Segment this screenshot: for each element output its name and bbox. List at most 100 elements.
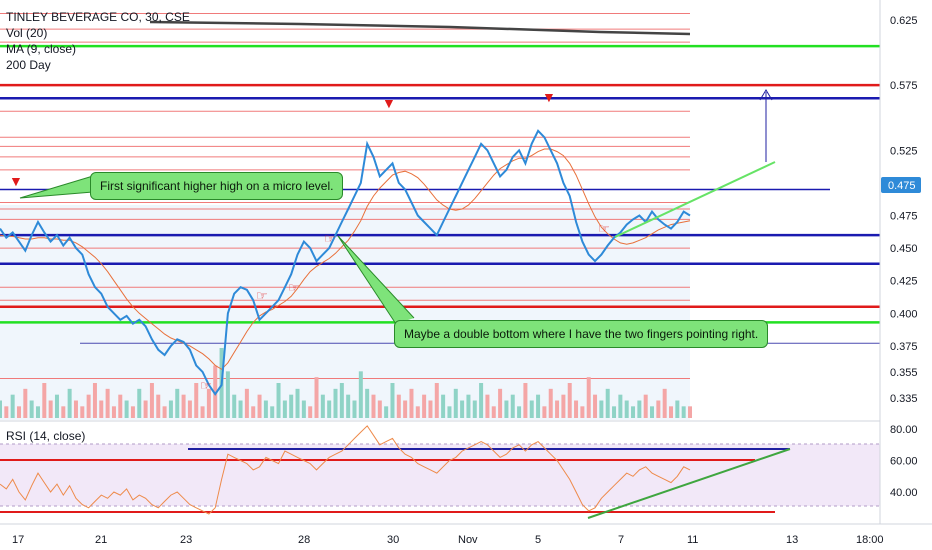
volume-bar (137, 388, 142, 418)
volume-bar (61, 406, 66, 418)
volume-bars (0, 348, 692, 418)
callout-left-pointer (19, 175, 94, 199)
time-tick-label: 18:00 (856, 534, 884, 546)
callout-right[interactable]: Maybe a double bottom where I have the t… (394, 320, 769, 348)
volume-bar (523, 383, 528, 418)
pointing-finger-icon: ☞ (256, 288, 268, 303)
price-tick-label: 0.450 (890, 243, 918, 255)
volume-bar (213, 365, 218, 418)
time-tick-label: 23 (180, 534, 192, 546)
volume-bar (605, 388, 610, 418)
volume-bar (517, 406, 522, 418)
volume-bar (333, 388, 338, 418)
price-axis: 0.6250.5750.5250.5000.4750.4500.4250.400… (890, 15, 918, 405)
volume-bar (593, 394, 598, 418)
volume-bar (428, 400, 433, 418)
legend-ma[interactable]: MA (9, close) (6, 42, 77, 56)
shaded-range-zone (0, 205, 690, 420)
volume-bar (510, 394, 515, 418)
current-price-label: 0.475 (888, 180, 916, 192)
volume-bar (80, 406, 85, 418)
volume-bar (143, 400, 148, 418)
pointing-finger-icon: ☞ (288, 280, 300, 295)
volume-bar (301, 400, 306, 418)
volume-bar (168, 400, 173, 418)
volume-bar (23, 388, 28, 418)
price-tick-label: 0.335 (890, 393, 918, 405)
rsi-tick-label: 60.00 (890, 456, 918, 468)
rsi-trendline-up[interactable] (587, 448, 791, 519)
volume-bar (384, 406, 389, 418)
volume-bar (194, 383, 199, 418)
time-tick-label: Nov (458, 534, 478, 546)
rsi-tick-label: 80.00 (890, 424, 918, 436)
volume-bar (162, 406, 167, 418)
price-tick-label: 0.525 (890, 145, 918, 157)
volume-bar (118, 394, 123, 418)
time-tick-label: 13 (786, 534, 798, 546)
volume-bar (390, 383, 395, 418)
volume-bar (643, 394, 648, 418)
time-tick-label: 21 (95, 534, 107, 546)
legend-vol[interactable]: Vol (20) (6, 26, 48, 40)
time-tick-label: 28 (298, 534, 310, 546)
volume-bar (447, 406, 452, 418)
volume-bar (472, 400, 477, 418)
callout-left-text: First significant higher high on a micro… (100, 179, 334, 193)
volume-bar (542, 406, 547, 418)
volume-bar (504, 400, 509, 418)
volume-bar (156, 394, 161, 418)
volume-bar (669, 406, 674, 418)
volume-bar (453, 388, 458, 418)
price-tick-label: 0.425 (890, 276, 918, 288)
callout-right-pointer (337, 235, 415, 325)
volume-bar (396, 394, 401, 418)
rsi-band (0, 444, 880, 506)
price-tick-label: 0.575 (890, 80, 918, 92)
volume-bar (599, 400, 604, 418)
flag-icon: ▼ (382, 95, 396, 111)
volume-bar (656, 400, 661, 418)
price-line (0, 129, 691, 396)
volume-bar (35, 406, 40, 418)
volume-bar (567, 383, 572, 418)
volume-bar (48, 400, 53, 418)
price-tick-label: 0.375 (890, 341, 918, 353)
volume-bar (555, 400, 560, 418)
legend-200day[interactable]: 200 Day (6, 58, 51, 72)
volume-bar (200, 406, 205, 418)
volume-bar (346, 394, 351, 418)
time-tick-label: 5 (535, 534, 541, 546)
volume-bar (415, 406, 420, 418)
legend-rsi[interactable]: RSI (14, close) (6, 429, 86, 443)
volume-bar (409, 388, 414, 418)
volume-bar (251, 406, 256, 418)
volume-bar (529, 400, 534, 418)
volume-bar (232, 394, 237, 418)
volume-bar (289, 394, 294, 418)
volume-bar (276, 383, 281, 418)
volume-bar (688, 406, 692, 418)
volume-bar (371, 394, 376, 418)
price-tick-label: 0.625 (890, 15, 918, 27)
volume-bar (54, 394, 59, 418)
volume-bar (637, 400, 642, 418)
volume-bar (295, 388, 300, 418)
volume-bar (536, 394, 541, 418)
trendline-green-up[interactable] (614, 161, 776, 238)
volume-bar (86, 394, 91, 418)
volume-bar (29, 400, 34, 418)
callout-left[interactable]: First significant higher high on a micro… (90, 172, 344, 200)
volume-bar (675, 400, 680, 418)
target-arrow-head (759, 89, 773, 101)
rsi-line (0, 425, 691, 515)
legend-symbol[interactable]: TINLEY BEVERAGE CO, 30, CSE (6, 10, 190, 24)
volume-bar (282, 400, 287, 418)
volume-bar (181, 394, 186, 418)
volume-bar (111, 406, 116, 418)
volume-bar (0, 400, 2, 418)
volume-bar (327, 400, 332, 418)
volume-bar (314, 377, 319, 418)
volume-bar (257, 394, 262, 418)
